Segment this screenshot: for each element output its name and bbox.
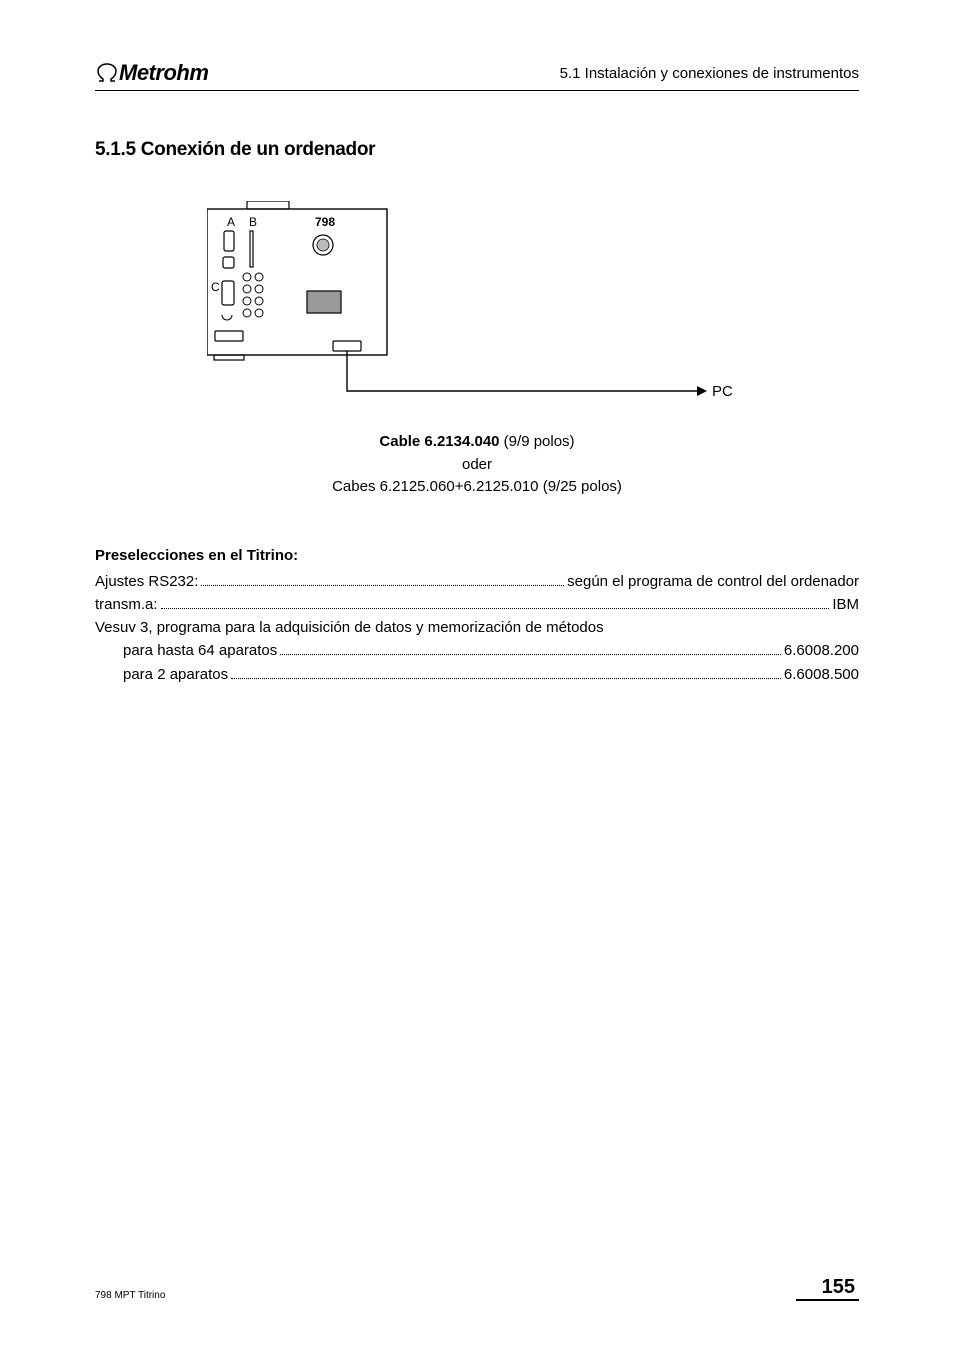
device-model-label: 798 — [315, 215, 335, 229]
row-dots — [201, 585, 564, 586]
row-2-aparatos: para 2 aparatos 6.6008.500 — [95, 663, 859, 686]
page-footer: 798 MPT Titrino 155 — [95, 1276, 859, 1301]
row-left: transm.a: — [95, 593, 158, 616]
header-section-path: 5.1 Instalación y conexiones de instrume… — [560, 65, 859, 82]
row-left: para hasta 64 aparatos — [123, 639, 277, 662]
preselections-heading: Preselecciones en el Titrino: — [95, 547, 859, 564]
page-header: Metrohm 5.1 Instalación y conexiones de … — [95, 60, 859, 91]
omega-icon — [95, 63, 119, 83]
row-64-aparatos: para hasta 64 aparatos 6.6008.200 — [95, 639, 859, 662]
diagram-svg: A B 798 C — [207, 201, 747, 426]
footer-product: 798 MPT Titrino — [95, 1290, 165, 1301]
row-dots — [161, 608, 830, 609]
pc-label: PC — [712, 383, 733, 400]
cable-or: oder — [462, 456, 492, 473]
cable-caption: Cable 6.2134.040 (9/9 polos) oder Cabes … — [95, 431, 859, 499]
cable-alt: Cabes 6.2125.060+6.2125.010 (9/25 polos) — [332, 478, 622, 495]
row-transm: transm.a: IBM — [95, 593, 859, 616]
row-rs232: Ajustes RS232: según el programa de cont… — [95, 570, 859, 593]
connection-diagram: A B 798 C — [95, 201, 859, 499]
row-dots — [231, 678, 781, 679]
row-left: Ajustes RS232: — [95, 570, 198, 593]
preselections-list: Ajustes RS232: según el programa de cont… — [95, 570, 859, 686]
row-right: 6.6008.200 — [784, 639, 859, 662]
row-right: según el programa de control del ordenad… — [567, 570, 859, 593]
logo-text: Metrohm — [119, 60, 208, 86]
row-left: para 2 aparatos — [123, 663, 228, 686]
port-c-label: C — [211, 280, 220, 294]
cable-part-rest: (9/9 polos) — [500, 433, 575, 450]
cable-part-bold: Cable 6.2134.040 — [379, 433, 499, 450]
row-right: 6.6008.500 — [784, 663, 859, 686]
row-vesuv: Vesuv 3, programa para la adquisición de… — [95, 616, 859, 639]
section-heading: 5.1.5 Conexión de un ordenador — [95, 139, 859, 161]
row-dots — [280, 654, 781, 655]
port-a-label: A — [227, 215, 235, 229]
row-right: IBM — [832, 593, 859, 616]
port-b-label: B — [249, 215, 257, 229]
page-number: 155 — [796, 1276, 859, 1301]
brand-logo: Metrohm — [95, 60, 208, 86]
